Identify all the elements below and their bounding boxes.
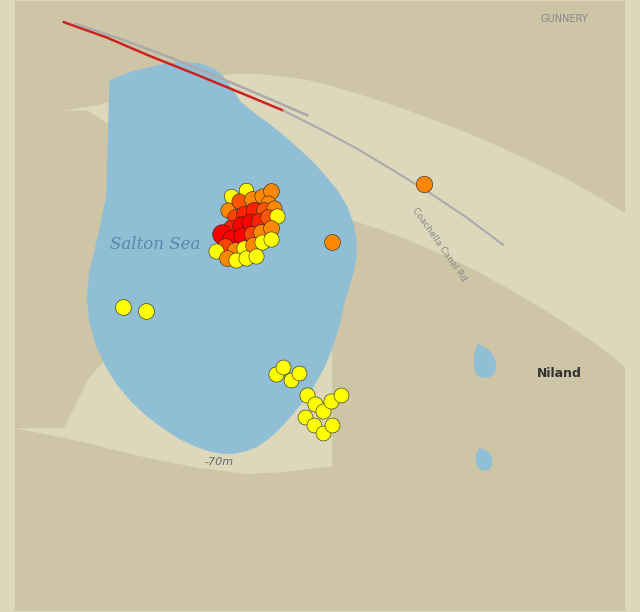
Text: -70m: -70m bbox=[205, 457, 234, 467]
Point bbox=[246, 194, 257, 204]
Point bbox=[266, 234, 276, 244]
Text: Coachella Canal Rd: Coachella Canal Rd bbox=[410, 206, 468, 283]
Point bbox=[336, 390, 346, 400]
Point bbox=[257, 191, 267, 201]
Point bbox=[237, 231, 247, 241]
Point bbox=[318, 428, 328, 438]
Point bbox=[294, 368, 304, 378]
Point bbox=[327, 237, 337, 247]
Point bbox=[327, 420, 337, 430]
Point bbox=[272, 211, 282, 220]
Point bbox=[308, 420, 319, 430]
Point bbox=[229, 245, 239, 255]
Point bbox=[222, 253, 232, 263]
Text: Niland: Niland bbox=[537, 367, 582, 379]
Point bbox=[249, 204, 259, 214]
Point bbox=[271, 370, 281, 379]
Point bbox=[310, 399, 320, 409]
Point bbox=[251, 251, 261, 261]
Point bbox=[269, 203, 279, 213]
Point bbox=[266, 186, 276, 196]
Point bbox=[236, 220, 246, 230]
Text: GUNNERY: GUNNERY bbox=[540, 14, 588, 24]
Point bbox=[257, 237, 267, 247]
Point bbox=[118, 302, 129, 312]
Point bbox=[239, 209, 250, 219]
Point bbox=[254, 215, 264, 225]
Point bbox=[244, 217, 255, 226]
Point bbox=[419, 179, 429, 188]
Point bbox=[300, 412, 310, 422]
Point bbox=[263, 212, 273, 222]
Point bbox=[227, 223, 237, 233]
Point bbox=[263, 198, 273, 208]
Point bbox=[220, 241, 230, 251]
Point bbox=[285, 376, 296, 386]
Text: Salton Sea: Salton Sea bbox=[110, 236, 200, 253]
Point bbox=[217, 229, 227, 239]
Point bbox=[227, 234, 237, 244]
Point bbox=[318, 406, 328, 416]
Point bbox=[301, 390, 312, 400]
Point bbox=[246, 229, 257, 239]
Point bbox=[234, 196, 244, 206]
Point bbox=[227, 191, 237, 201]
Point bbox=[248, 240, 258, 250]
Point bbox=[239, 243, 249, 253]
Point bbox=[229, 212, 239, 222]
Point bbox=[223, 204, 234, 214]
Point bbox=[259, 204, 269, 214]
Point bbox=[141, 306, 151, 316]
Point bbox=[211, 246, 221, 256]
Point bbox=[256, 226, 266, 236]
Point bbox=[241, 185, 251, 195]
Point bbox=[230, 255, 241, 265]
Point bbox=[241, 253, 251, 263]
Point bbox=[326, 396, 336, 406]
Point bbox=[266, 223, 276, 233]
Point bbox=[278, 362, 289, 372]
